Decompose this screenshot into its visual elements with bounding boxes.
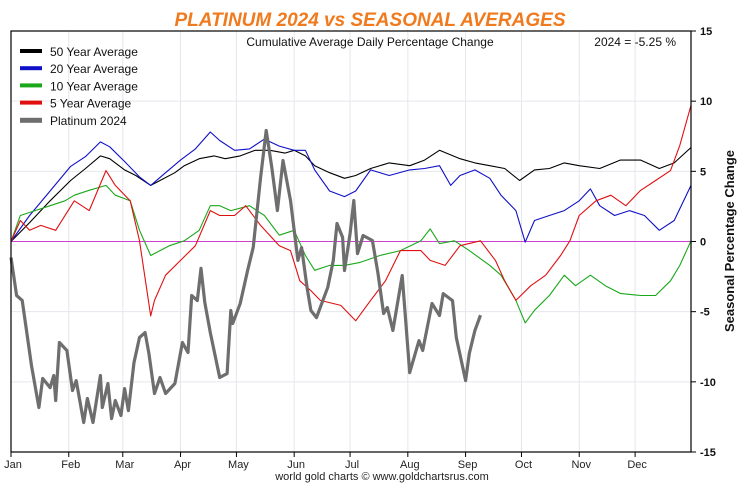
series-20-year-average <box>10 131 692 243</box>
legend-item: 20 Year Average <box>20 62 138 76</box>
legend-item: 50 Year Average <box>20 45 138 59</box>
series-line-10-year-average <box>10 184 692 324</box>
x-axis: Jan Feb Mar Apr May Jun Jul Aug Sep Oct Nov Dec <box>4 452 647 471</box>
series-line-50-year-average <box>10 147 692 242</box>
series-line-20-year-average <box>10 131 692 243</box>
x-tick-label-apr: Apr <box>174 459 191 471</box>
legend-label: 5 Year Average <box>50 97 132 111</box>
x-tick-label-dec: Dec <box>627 459 647 471</box>
x-tick-label-oct: Oct <box>515 459 532 471</box>
series-line-platinum-2024 <box>9 128 483 425</box>
y-tick-label: -15 <box>700 447 716 459</box>
legend-swatch <box>20 117 42 123</box>
series-5-year-average <box>10 105 692 322</box>
credit-text: world gold charts © www.goldchartsrus.co… <box>274 471 489 483</box>
legend-label: Platinum 2024 <box>50 114 127 128</box>
x-tick-label-jun: Jun <box>287 459 305 471</box>
series-layer <box>9 105 692 425</box>
y-tick-label: 15 <box>700 26 712 38</box>
legend-swatch <box>20 83 42 88</box>
x-tick-label-aug: Aug <box>400 459 420 471</box>
y-tick-label: 10 <box>700 96 712 108</box>
legend-swatch <box>20 49 42 53</box>
series-50-year-average <box>10 147 692 242</box>
legend-label: 20 Year Average <box>50 62 138 76</box>
x-tick-label-nov: Nov <box>571 459 591 471</box>
x-tick-label-sep: Sep <box>458 459 478 471</box>
y-tick-label: -5 <box>700 307 710 319</box>
x-tick-label-jan: Jan <box>4 459 22 471</box>
x-tick-label-feb: Feb <box>61 459 80 471</box>
chart-title: PLATINUM 2024 vs SEASONAL AVERAGES <box>174 10 565 31</box>
series-platinum-2024 <box>9 128 483 425</box>
legend-label: 50 Year Average <box>50 45 138 59</box>
legend-item: Platinum 2024 <box>20 114 127 128</box>
y-axis-label: Seasonal Percentage Change <box>722 150 737 332</box>
y-tick-label: -10 <box>700 377 716 389</box>
legend-label: 10 Year Average <box>50 79 138 93</box>
legend-swatch <box>20 66 42 71</box>
series-line-5-year-average <box>10 105 692 322</box>
legend-item: 5 Year Average <box>20 97 132 111</box>
chart-subtitle: Cumulative Average Daily Percentage Chan… <box>246 35 494 49</box>
y-tick-label: 0 <box>700 237 706 249</box>
x-tick-label-may: May <box>228 459 249 471</box>
x-tick-label-mar: Mar <box>115 459 134 471</box>
y-axis: 15 10 5 0 -5 -10 -15 <box>691 26 716 459</box>
legend-swatch <box>20 100 42 105</box>
legend: 50 Year Average 20 Year Average 10 Year Av… <box>20 45 138 128</box>
x-tick-label-jul: Jul <box>345 459 359 471</box>
ytd-annotation: 2024 = -5.25 % <box>594 35 676 49</box>
legend-item: 10 Year Average <box>20 79 138 93</box>
series-10-year-average <box>10 184 692 324</box>
y-tick-label: 5 <box>700 166 706 178</box>
